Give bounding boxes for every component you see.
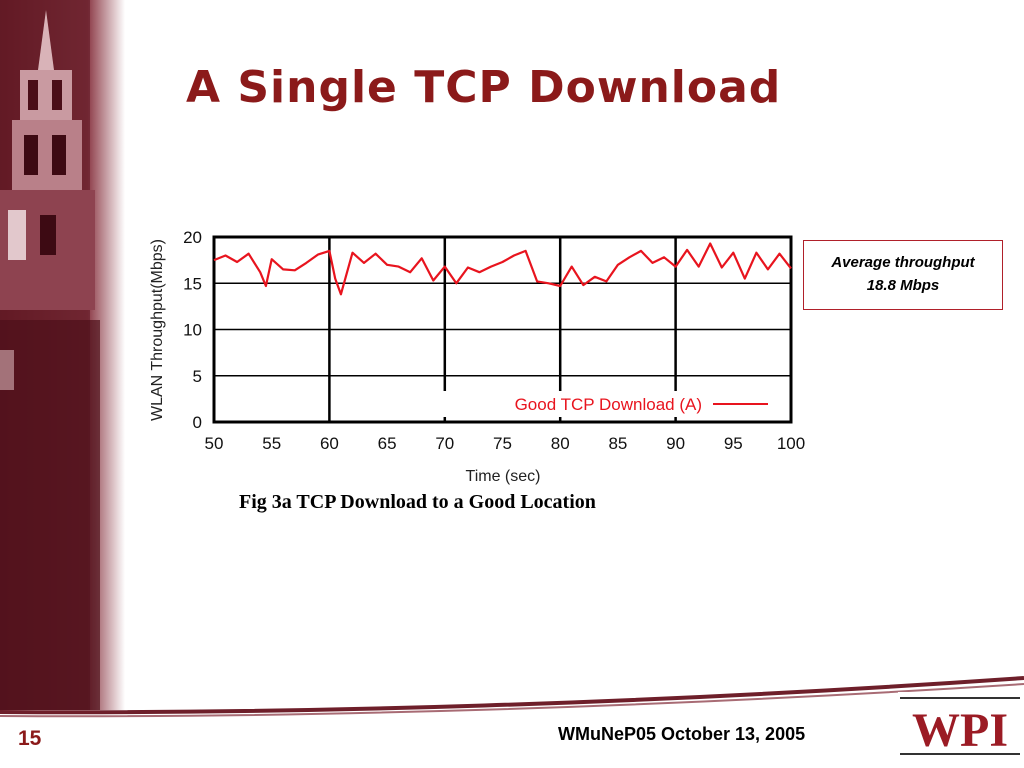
x-tick-label: 75 xyxy=(493,434,512,453)
callout-line-1: Average throughput xyxy=(831,254,975,271)
chart-legend: Good TCP Download (A) xyxy=(440,391,775,417)
y-tick-label: 10 xyxy=(183,321,202,340)
footer-text: WMuNeP05 October 13, 2005 xyxy=(558,724,806,744)
x-tick-label: 85 xyxy=(608,434,627,453)
x-tick-label: 95 xyxy=(724,434,743,453)
x-tick-label: 70 xyxy=(435,434,454,453)
x-tick-label: 55 xyxy=(262,434,281,453)
building-background-image xyxy=(0,0,125,710)
figure-caption: Fig 3a TCP Download to a Good Location xyxy=(239,491,596,513)
x-tick-label: 90 xyxy=(666,434,685,453)
x-tick-label: 80 xyxy=(551,434,570,453)
wpi-logo: WPI xyxy=(898,692,1022,760)
average-throughput-callout: Average throughput 18.8 Mbps xyxy=(803,240,1003,310)
y-tick-label: 20 xyxy=(183,228,202,247)
y-tick-label: 15 xyxy=(183,274,202,293)
y-axis-label: WLAN Throughput(Mbps) xyxy=(149,239,166,421)
x-tick-label: 100 xyxy=(777,434,805,453)
series-line-good-tcp-download xyxy=(213,242,792,296)
slide-number: 15 xyxy=(18,727,42,750)
slide-title: A Single TCP Download xyxy=(186,62,782,113)
chart-series xyxy=(213,242,792,296)
x-tick-label: 60 xyxy=(320,434,339,453)
logo-text: WPI xyxy=(912,704,1008,757)
callout-line-2: 18.8 Mbps xyxy=(866,277,940,294)
y-tick-label: 0 xyxy=(193,413,202,432)
legend-label: Good TCP Download (A) xyxy=(515,395,702,414)
x-tick-label: 65 xyxy=(378,434,397,453)
throughput-line-chart: 50 55 60 65 70 75 80 85 90 95 100 0 5 10 15 20 Good TCP… xyxy=(149,228,805,485)
x-axis-label: Time (sec) xyxy=(466,468,541,485)
chart-axes: 50 55 60 65 70 75 80 85 90 95 100 0 5 10 15 20 xyxy=(183,228,805,453)
footer-divider-swoosh xyxy=(0,676,1024,718)
x-tick-label: 50 xyxy=(205,434,224,453)
y-tick-label: 5 xyxy=(193,367,202,386)
